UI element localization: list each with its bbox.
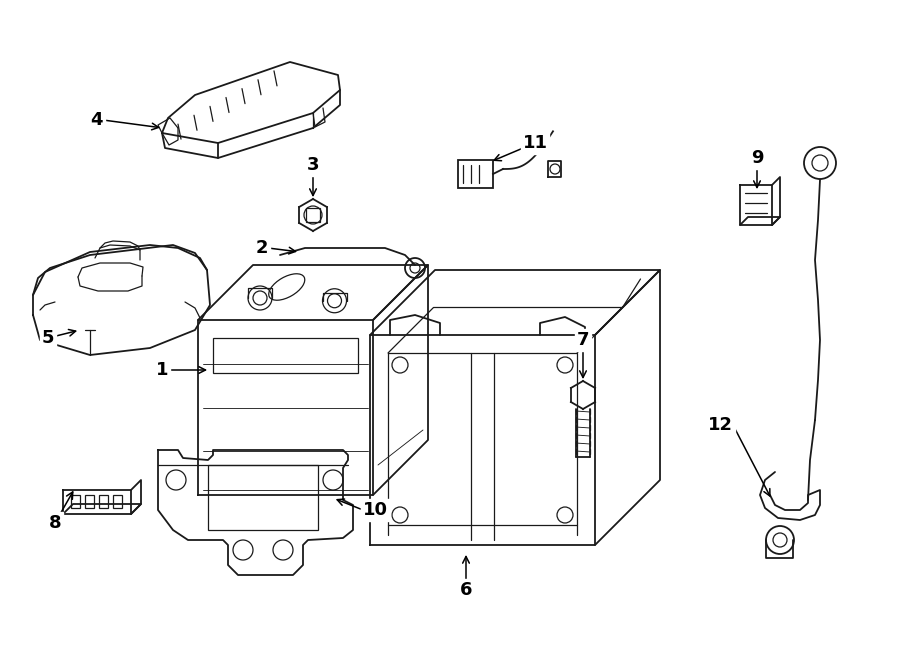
Text: 10: 10 — [363, 501, 388, 519]
Text: 4: 4 — [91, 111, 103, 129]
Text: 1: 1 — [156, 361, 168, 379]
Bar — [113, 495, 122, 508]
Text: 3: 3 — [307, 156, 320, 174]
Bar — [306, 208, 320, 222]
Text: 11: 11 — [523, 134, 547, 152]
Text: 2: 2 — [256, 239, 268, 257]
Text: 7: 7 — [577, 331, 590, 349]
Text: 5: 5 — [41, 329, 54, 347]
Bar — [71, 495, 80, 508]
Bar — [208, 465, 318, 530]
Text: 12: 12 — [708, 416, 733, 434]
Text: 9: 9 — [751, 149, 763, 167]
Bar — [213, 338, 358, 373]
Text: 6: 6 — [460, 581, 473, 599]
Bar — [99, 495, 108, 508]
Text: 8: 8 — [49, 514, 61, 532]
Bar — [458, 160, 493, 188]
Bar — [85, 495, 94, 508]
